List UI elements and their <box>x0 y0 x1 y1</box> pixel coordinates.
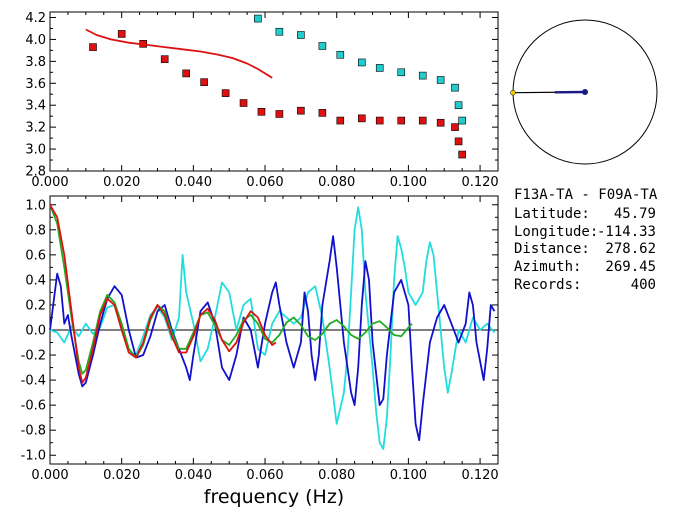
corr-y-tick-label: 0.0 <box>25 324 46 339</box>
phase-series-0-marker <box>358 114 366 123</box>
phase-series-1-marker <box>254 14 262 23</box>
phase-series-0-marker <box>239 99 248 107</box>
corr-y-tick-label: 1.0 <box>25 198 46 213</box>
phase-y-tick-label: 3.0 <box>25 143 46 158</box>
phase-series-0-marker <box>436 118 445 127</box>
phase-series-0-marker <box>454 137 463 146</box>
station-pair: F13A-TA - F09A-TA <box>514 187 658 203</box>
phase-x-tick-label: 0.020 <box>103 175 140 190</box>
phase-series-1-marker <box>436 76 445 84</box>
corr-series-2-line <box>49 204 413 375</box>
phase-series-0-marker <box>182 69 190 78</box>
corr-series-0-line <box>49 206 496 450</box>
corr-x-tick-label: 0.020 <box>103 468 140 483</box>
phase-series-2-line <box>85 28 273 79</box>
phase-series-1-marker <box>336 50 345 59</box>
phase-series-0-marker <box>418 116 427 125</box>
corr-x-tick-label: 0.100 <box>390 468 427 483</box>
corr-y-tick-label: 0.8 <box>25 223 46 238</box>
phase-series-1-marker <box>297 31 305 39</box>
longitude-label: Longitude: <box>514 224 598 240</box>
corr-y-tick-label: -0.6 <box>21 399 46 414</box>
phase-series-1-marker <box>275 27 284 36</box>
phase-y-tick-label: 4.0 <box>25 33 46 48</box>
corr-y-tick-label: -0.2 <box>21 349 46 364</box>
correlation-series <box>49 204 496 450</box>
phase-velocity-chart: 0.000 0.020 0.040 0.060 0.080 0.100 0.120 2.8 3.… <box>25 11 498 190</box>
distance-value: 278.62 <box>605 241 656 257</box>
phase-y-tick-label: 3.8 <box>25 55 46 70</box>
phase-series-1-marker <box>418 71 427 80</box>
phase-series-0-marker <box>336 116 345 125</box>
corr-x-tick-label: 0.120 <box>461 468 498 483</box>
correlation-chart: 0.000 0.020 0.040 0.060 0.080 0.100 0.120 1.0 0.… <box>21 195 499 508</box>
azimuth-label: Azimuth: <box>514 259 581 275</box>
phase-series-1-marker <box>458 116 466 125</box>
corr-y-tick-label: -0.8 <box>21 424 46 439</box>
phase-series-1-marker <box>454 101 463 110</box>
phase-series-1-marker <box>318 42 327 50</box>
phase-y-tick-label: 3.6 <box>25 77 46 92</box>
corr-y-tick-label: 0.6 <box>25 248 46 263</box>
phase-velocity-series <box>85 14 466 159</box>
phase-series-0-marker <box>297 106 305 115</box>
x-axis-title: frequency (Hz) <box>204 486 344 508</box>
phase-series-0-marker <box>275 110 284 118</box>
phase-series-1-marker <box>397 68 406 77</box>
phase-x-tick-label: 0.040 <box>175 175 212 190</box>
phase-x-tick-label: 0.060 <box>246 175 283 190</box>
corr-y-tick-label: 0.4 <box>25 273 46 288</box>
phase-series-0-marker <box>257 107 266 116</box>
phase-series-0-marker <box>318 109 327 117</box>
phase-series-1-marker <box>358 58 366 67</box>
phase-series-0-marker <box>375 116 384 125</box>
phase-series-1-marker <box>451 83 459 92</box>
station-info-panel: F13A-TA - F09A-TA Latitude: 45.79 Longit… <box>514 187 658 293</box>
phase-series-0-marker <box>117 30 126 38</box>
phase-velocity-axis-ticks <box>49 12 499 172</box>
phase-series-0-marker <box>89 43 97 51</box>
phase-series-1-marker <box>375 64 384 72</box>
phase-series-0-marker <box>160 55 169 63</box>
distance-label: Distance: <box>514 241 590 257</box>
corr-y-tick-label: 0.2 <box>25 298 46 313</box>
records-label: Records: <box>514 277 581 293</box>
phase-velocity-plot-frame <box>49 11 499 172</box>
phase-x-tick-label: 0.000 <box>31 175 68 190</box>
phase-x-tick-label: 0.100 <box>390 175 427 190</box>
corr-x-tick-label: 0.060 <box>246 468 283 483</box>
corr-y-tick-label: -0.4 <box>21 374 46 389</box>
corr-series-1-line <box>49 235 496 442</box>
correlation-axis-ticks <box>49 196 499 464</box>
phase-series-0-marker <box>458 150 466 159</box>
azimuth-end-marker <box>510 89 516 96</box>
longitude-value: -114.33 <box>597 224 656 240</box>
corr-series-3-line <box>49 204 277 384</box>
corr-x-tick-label: 0.080 <box>318 468 355 483</box>
corr-y-tick-label: -1.0 <box>21 449 46 464</box>
corr-x-tick-label: 0.040 <box>175 468 212 483</box>
azimuth-diagram <box>510 19 658 165</box>
station-center-marker <box>582 89 588 95</box>
azimuth-value: 269.45 <box>605 259 656 275</box>
phase-x-tick-label: 0.080 <box>318 175 355 190</box>
phase-y-tick-label: 3.4 <box>25 99 46 114</box>
latitude-value: 45.79 <box>614 206 656 222</box>
corr-x-tick-label: 0.000 <box>31 468 68 483</box>
phase-y-tick-label: 2.8 <box>25 165 46 180</box>
correlation-tick-labels: 0.000 0.020 0.040 0.060 0.080 0.100 0.120 1.0 0.… <box>21 198 499 483</box>
phase-series-0-marker <box>397 116 406 125</box>
phase-series-0-marker <box>221 89 230 97</box>
phase-series-0-marker <box>200 78 208 86</box>
phase-x-tick-label: 0.120 <box>461 175 498 190</box>
phase-series-0-marker <box>451 123 459 131</box>
phase-y-tick-label: 4.2 <box>25 11 46 26</box>
phase-y-tick-label: 3.2 <box>25 121 46 136</box>
phase-velocity-tick-labels: 0.000 0.020 0.040 0.060 0.080 0.100 0.120 2.8 3.… <box>25 11 498 190</box>
latitude-label: Latitude: <box>514 206 590 222</box>
records-value: 400 <box>631 277 656 293</box>
